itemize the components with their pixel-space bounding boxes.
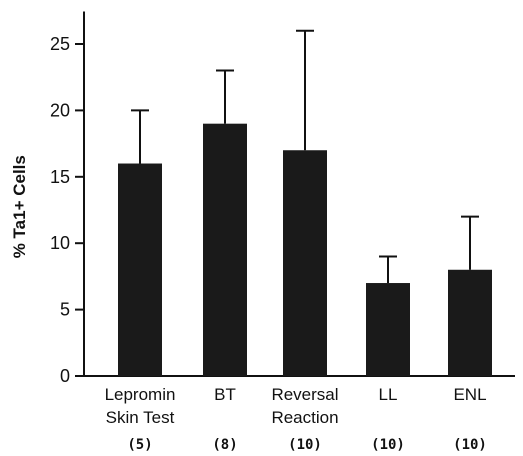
y-tick-label: 10: [50, 233, 70, 253]
bar: [118, 163, 162, 376]
bars: [118, 29, 492, 377]
y-tick-label: 5: [60, 300, 70, 320]
y-tick-label: 0: [60, 366, 70, 386]
y-axis: 0 5 10 15 20 25: [50, 11, 85, 386]
bar: [283, 150, 327, 376]
sample-size-label: (10): [371, 437, 405, 453]
sample-size-label: (10): [453, 437, 487, 453]
bar: [366, 283, 410, 376]
y-axis-title: % Ta1+ Cells: [10, 155, 29, 258]
sample-size-label: (5): [127, 437, 152, 453]
x-category-label: Reversal: [271, 385, 338, 404]
x-category-label: Reaction: [271, 408, 338, 427]
x-category-label: ENL: [453, 385, 486, 404]
y-tick-label: 15: [50, 167, 70, 187]
y-tick-label: 20: [50, 100, 70, 120]
x-category-label: Lepromin: [105, 385, 176, 404]
x-category-label: Skin Test: [106, 408, 175, 427]
sample-size-label: (10): [288, 437, 322, 453]
x-category-label: LL: [379, 385, 398, 404]
bar: [203, 123, 247, 377]
bar: [448, 269, 492, 376]
y-tick-label: 25: [50, 34, 70, 54]
category-labels: Lepromin Skin Test (5) BT (8) Reversal Reactio…: [105, 385, 487, 453]
sample-size-label: (8): [212, 437, 237, 453]
x-category-label: BT: [214, 385, 236, 404]
